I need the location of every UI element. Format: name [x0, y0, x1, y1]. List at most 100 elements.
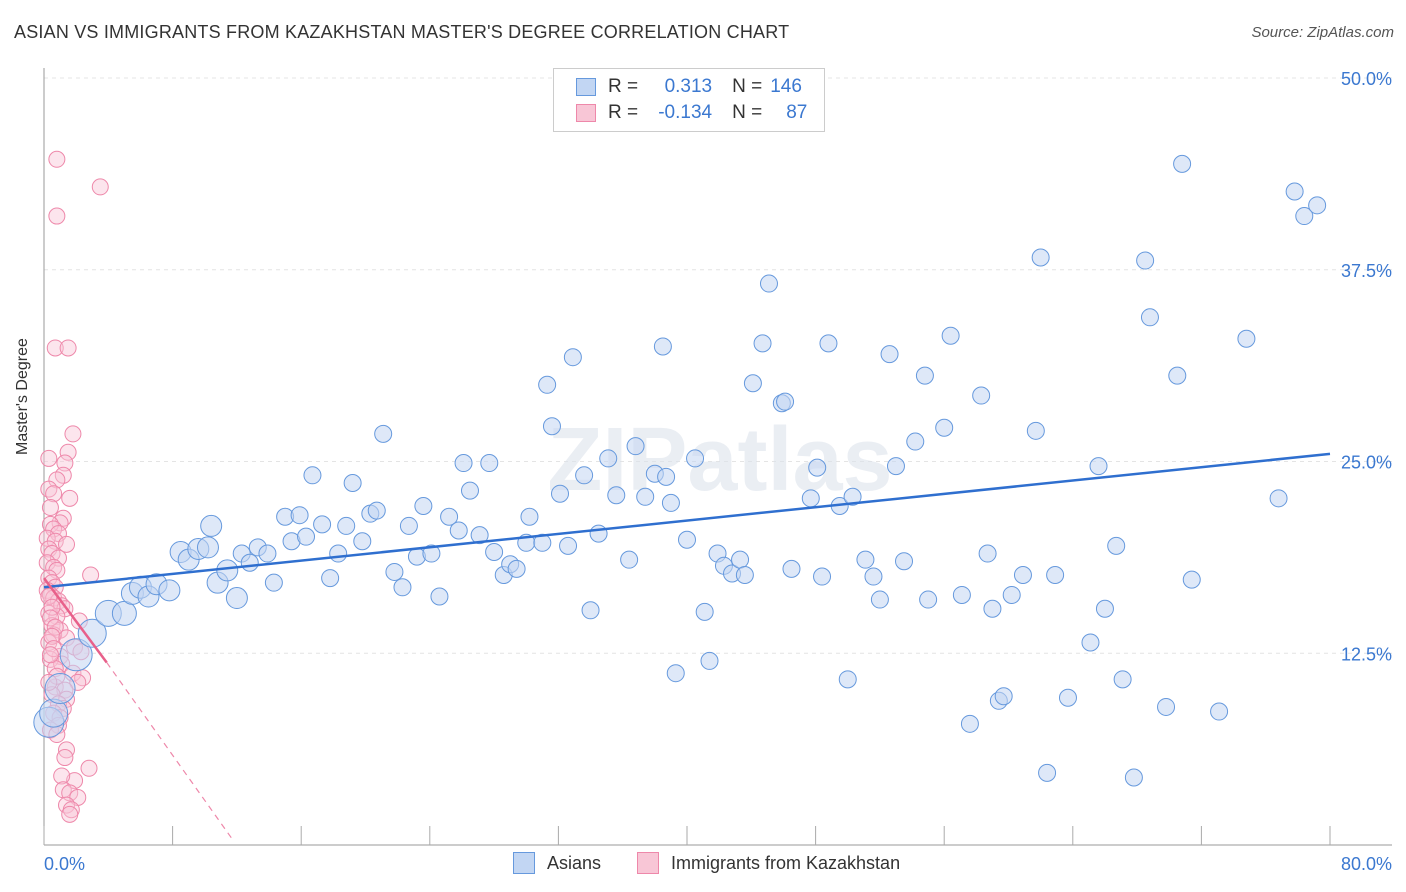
grid-lines [44, 77, 1392, 654]
asian-point [1031, 248, 1050, 267]
asian-point [258, 544, 277, 563]
kazakh-point [91, 178, 109, 196]
bottom-legend-kazakh: Immigrants from Kazakhstan [637, 852, 900, 874]
asian-point [158, 579, 181, 602]
asian-point [743, 374, 762, 393]
asian-point [686, 449, 705, 468]
asian-point [343, 473, 362, 492]
asian-point [801, 489, 820, 508]
kazakh-r-label: R = [608, 102, 639, 123]
kazakh-point [61, 489, 79, 507]
asian-point [1002, 585, 1021, 604]
asian-point [919, 590, 938, 609]
asian-point [367, 501, 386, 520]
asian-point [864, 567, 883, 586]
asian-point [1140, 308, 1159, 327]
asian-point [297, 527, 316, 546]
asian-point [657, 467, 676, 486]
asian-point [1295, 207, 1314, 226]
kazakh-n-value: 87 [786, 102, 808, 123]
asian-point [1089, 457, 1108, 476]
kazakh-point [56, 749, 74, 767]
asian-point [460, 481, 479, 500]
kazakh-point [45, 485, 63, 503]
asian-point [77, 618, 107, 648]
asian-point [678, 530, 696, 549]
asian-point [1210, 702, 1229, 721]
asian-point [941, 326, 960, 345]
kazakh-swatch [576, 104, 596, 122]
asian-point [1168, 366, 1187, 385]
asian-point [485, 543, 504, 562]
asian-swatch [576, 78, 596, 96]
asian-point [886, 457, 905, 476]
trend-lines [42, 452, 1331, 840]
asian-point [782, 559, 801, 578]
asian-point [776, 392, 795, 411]
asian-point [1058, 688, 1077, 707]
asian-point [563, 348, 582, 367]
asian-point [329, 544, 348, 563]
asian-point [385, 562, 404, 581]
legend-row-kazakh: R = -0.134 N = 87 [576, 102, 807, 124]
asian-n-value: 146 [770, 76, 802, 97]
asian-point [808, 458, 827, 477]
asian-point [636, 487, 655, 506]
source-label: Source: ZipAtlas.com [1251, 24, 1394, 41]
kazakh-point [49, 549, 67, 567]
kazakh-point [48, 150, 66, 168]
asian-point [1046, 566, 1065, 585]
asian-point [393, 578, 412, 597]
asian-point [480, 454, 499, 473]
asian-point [735, 566, 754, 585]
y-tick-label: 50.0% [1341, 69, 1392, 89]
asian-point [1285, 182, 1304, 201]
asian-point [1095, 599, 1114, 618]
asian-point [653, 337, 672, 356]
asian-point [1038, 763, 1057, 782]
asian-point [44, 673, 76, 705]
asian-point [1026, 421, 1045, 440]
kazakh-point [40, 449, 58, 467]
asian-point [538, 375, 557, 394]
kazakh-point [61, 805, 79, 823]
bottom-asian-label: Asians [547, 852, 602, 873]
asian-trend-line [43, 452, 1331, 589]
asian-point [399, 516, 418, 535]
asian-point [661, 493, 680, 512]
kazakh-point [59, 443, 77, 461]
axes [43, 68, 1392, 846]
asian-point [935, 418, 954, 437]
watermark: ZIPatlas [547, 410, 892, 510]
asian-point [1124, 768, 1143, 787]
asian-point [559, 536, 578, 555]
y-axis-label: Master's Degree [14, 338, 31, 455]
kazakh-point [64, 425, 82, 443]
asian-point [607, 486, 626, 505]
y-tick-label: 25.0% [1341, 453, 1392, 473]
asian-point [216, 559, 239, 582]
legend-row-asian: R = 0.313 N = 146 [576, 76, 802, 98]
asian-point [843, 487, 862, 506]
asian-points [33, 154, 1327, 787]
correlation-legend: R = 0.313 N = 146 R = -0.134 N = 87 [553, 68, 825, 132]
asian-point [353, 532, 372, 551]
bottom-legend-asian: Asians [513, 852, 601, 874]
kazakh-point [41, 499, 59, 517]
asian-point [449, 521, 468, 540]
kazakh-point [45, 520, 63, 538]
asian-point [753, 334, 772, 353]
asian-point [264, 573, 283, 592]
asian-point [59, 638, 93, 672]
bottom-asian-swatch [513, 852, 535, 874]
asian-point [470, 526, 489, 545]
asian-point [200, 514, 223, 537]
asian-point [542, 417, 561, 436]
y-tick-label: 37.5% [1341, 261, 1392, 281]
asian-point [454, 454, 473, 473]
asian-point [819, 334, 838, 353]
asian-point [1157, 697, 1176, 716]
kazakh-point [59, 339, 77, 357]
asian-point [1269, 489, 1288, 508]
asian-point [695, 602, 714, 621]
